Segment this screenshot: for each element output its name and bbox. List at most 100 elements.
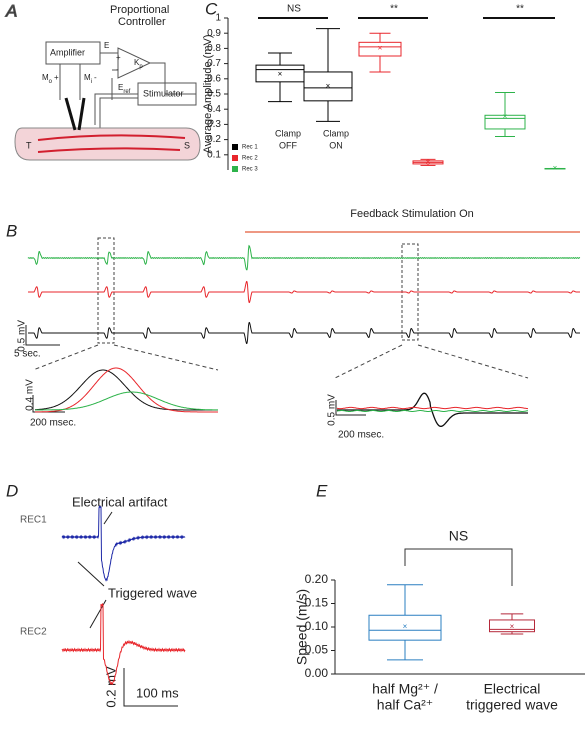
scale-t: 100 ms (136, 685, 179, 700)
scale-v: 0.5 mV (17, 320, 28, 352)
end-label: S (184, 140, 190, 150)
traces (27, 244, 581, 685)
panel-a-labels: Proportional Controller Amplifier E Kp E… (26, 4, 190, 150)
gain-main: K (134, 58, 140, 67)
box (358, 41, 402, 57)
amplifier-label: Amplifier (50, 47, 85, 57)
panel-d: D REC1 Electrical artifact Triggered wav… (6, 481, 197, 707)
panel-letter: A (5, 1, 17, 20)
m-sign: - (94, 73, 97, 82)
sig-label: NS (449, 528, 468, 544)
y-tick-label: 0.5 (207, 89, 221, 100)
trace (28, 280, 580, 304)
controller-label: Proportional (110, 4, 169, 16)
x-tick-label: half Mg²⁺ / (372, 681, 438, 697)
scale-t: 200 msec. (338, 430, 384, 441)
electrode-i: Mi - (84, 73, 97, 84)
x-tick-label: Clamp (275, 128, 301, 138)
y-tick-label: 0.9 (207, 28, 221, 39)
plus: + (116, 53, 121, 62)
legend-swatch (232, 155, 238, 161)
zoom-lines (32, 344, 529, 379)
trace (35, 391, 218, 411)
x-tick-label: half Ca²⁺ (377, 697, 433, 713)
scale-bar (335, 400, 366, 416)
panel-letter: B (6, 221, 17, 240)
m-sign: + (54, 73, 59, 82)
m-main: M (42, 73, 49, 82)
artifact-label: Electrical artifact (72, 494, 168, 509)
electrode-o: Mo + (42, 73, 59, 84)
box (489, 619, 535, 633)
mean-marker: × (553, 164, 558, 173)
controller-triangle (117, 47, 152, 79)
ref-sub: ref (123, 89, 130, 95)
trace (34, 369, 218, 411)
trace (35, 367, 218, 413)
y-tick-label: 0.20 (305, 572, 329, 586)
sig-bracket (404, 548, 513, 586)
y-tick-label: 0.4 (207, 104, 221, 115)
ref-main: E (118, 83, 123, 92)
e-label: E (104, 41, 109, 50)
scale-v: 0.4 mV (25, 379, 36, 411)
scale-bar (25, 325, 60, 346)
wires (59, 52, 196, 128)
end-label: T (26, 140, 32, 150)
gain-sub: p (139, 64, 143, 70)
y-tick-label: 0.8 (207, 43, 221, 54)
x-tick-label: Electrical (484, 681, 541, 697)
scale-bar (32, 395, 65, 413)
arrow (77, 561, 107, 629)
mean-marker: × (503, 112, 508, 121)
mean-marker: × (510, 622, 515, 631)
mean-marker: × (403, 622, 408, 631)
y-tick-label: 0.3 (207, 119, 221, 130)
banner: Feedback Stimulation On (350, 208, 474, 220)
trace (336, 406, 528, 410)
trace (336, 410, 529, 412)
y-tick-label: 0.7 (207, 58, 221, 69)
panel-a: A (5, 1, 201, 161)
electrodes (64, 97, 86, 131)
wave-label: Triggered wave (108, 585, 197, 600)
y-tick-label: 0.6 (207, 73, 221, 84)
box (484, 114, 526, 130)
rec-label: REC2 (20, 627, 47, 638)
y-axis-label: Speed (m/s) (294, 589, 310, 665)
legend-label: Rec 3 (242, 167, 258, 173)
panel-b: B Feedback Stimulation On 0.5 mV 5 sec. … (6, 208, 580, 441)
scale-t: 200 msec. (30, 418, 76, 429)
ref-label: Eref (118, 83, 131, 94)
y-tick-label: 0.10 (305, 619, 329, 633)
sig-label: ** (390, 4, 398, 15)
mean-marker: × (426, 158, 431, 167)
y-tick-label: 0.2 (207, 134, 221, 145)
mean-marker: × (378, 44, 383, 53)
y-tick-label: 1 (215, 13, 221, 24)
sig-label: ** (516, 4, 524, 15)
legend-label: Rec 1 (242, 145, 258, 151)
y-tick-label: 0.00 (305, 666, 329, 680)
y-tick-label: 0.05 (305, 643, 329, 657)
m-sub: i (91, 79, 92, 85)
trace (61, 602, 186, 685)
minus: - (116, 65, 119, 74)
legend-swatch (232, 144, 238, 150)
scale-v: 0.5 mV (327, 394, 338, 426)
x-tick-label: OFF (279, 140, 297, 150)
panel-letter: C (205, 0, 218, 18)
arrow (103, 511, 113, 525)
box (368, 614, 442, 641)
legend-label: Rec 2 (242, 156, 258, 162)
stimulator-label: Stimulator (143, 88, 184, 98)
rec-label: REC1 (20, 515, 47, 526)
trace (337, 392, 528, 427)
panel-letter: E (316, 481, 328, 500)
scale-t: 5 sec. (14, 349, 41, 360)
mean-marker: × (278, 69, 283, 78)
x-tick-label: triggered wave (466, 697, 558, 713)
cell-tracks (37, 134, 186, 153)
